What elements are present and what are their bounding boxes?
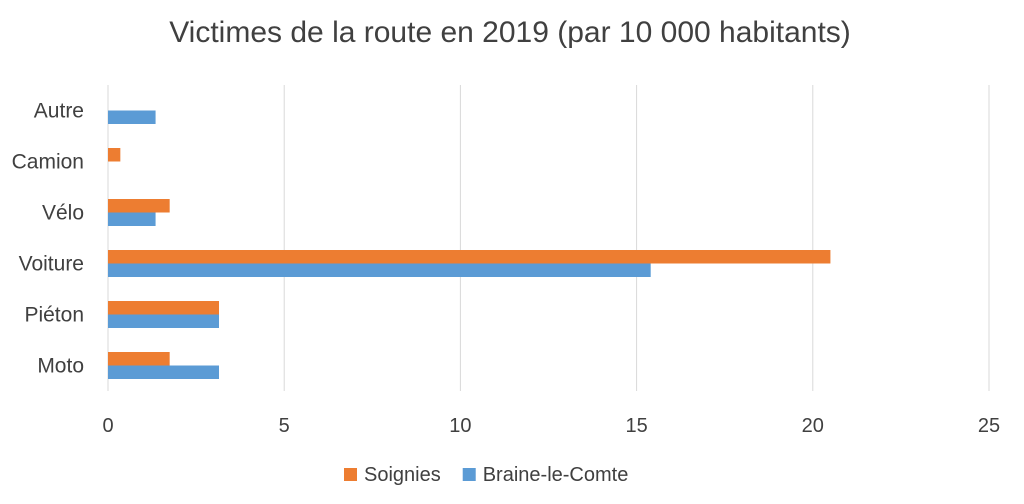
legend: Soignies Braine-le-Comte <box>344 464 628 486</box>
legend-swatch <box>344 468 357 481</box>
x-tick-label: 0 <box>102 415 113 437</box>
bar-soignies-vélo <box>108 199 170 213</box>
category-label: Vélo <box>42 202 84 225</box>
bar-braine-le-comte-vélo <box>108 212 156 226</box>
x-tick-label: 15 <box>625 415 647 437</box>
bar-braine-le-comte-voiture <box>108 263 651 277</box>
category-label: Piéton <box>24 304 84 327</box>
bar-braine-le-comte-moto <box>108 365 220 379</box>
category-label: Moto <box>37 355 84 378</box>
x-tick-label: 20 <box>802 415 824 437</box>
bar-braine-le-comte-autre <box>108 110 156 124</box>
legend-label: Soignies <box>364 464 441 486</box>
category-labels: Moto Piéton Voiture Vélo Camion Autre <box>12 100 84 378</box>
bar-soignies-voiture <box>108 250 831 264</box>
legend-item: Soignies <box>344 464 441 486</box>
gridlines <box>107 85 990 391</box>
x-tick-label: 5 <box>279 415 290 437</box>
bar-soignies-piéton <box>108 301 220 315</box>
category-label: Autre <box>34 100 84 123</box>
bar-soignies-moto <box>108 352 170 366</box>
bar-soignies-camion <box>108 148 121 162</box>
x-tick-label: 10 <box>449 415 471 437</box>
category-label: Voiture <box>19 253 84 276</box>
bars <box>108 110 831 379</box>
chart-title: Victimes de la route en 2019 (par 10 000… <box>169 16 851 49</box>
x-tick-label: 25 <box>978 415 1000 437</box>
category-label: Camion <box>12 151 84 174</box>
x-tick-labels: 0 5 10 15 20 25 <box>102 415 1000 437</box>
bar-braine-le-comte-piéton <box>108 314 220 328</box>
legend-label: Braine-le-Comte <box>483 464 629 486</box>
legend-item: Braine-le-Comte <box>462 464 629 486</box>
legend-swatch <box>462 468 476 481</box>
